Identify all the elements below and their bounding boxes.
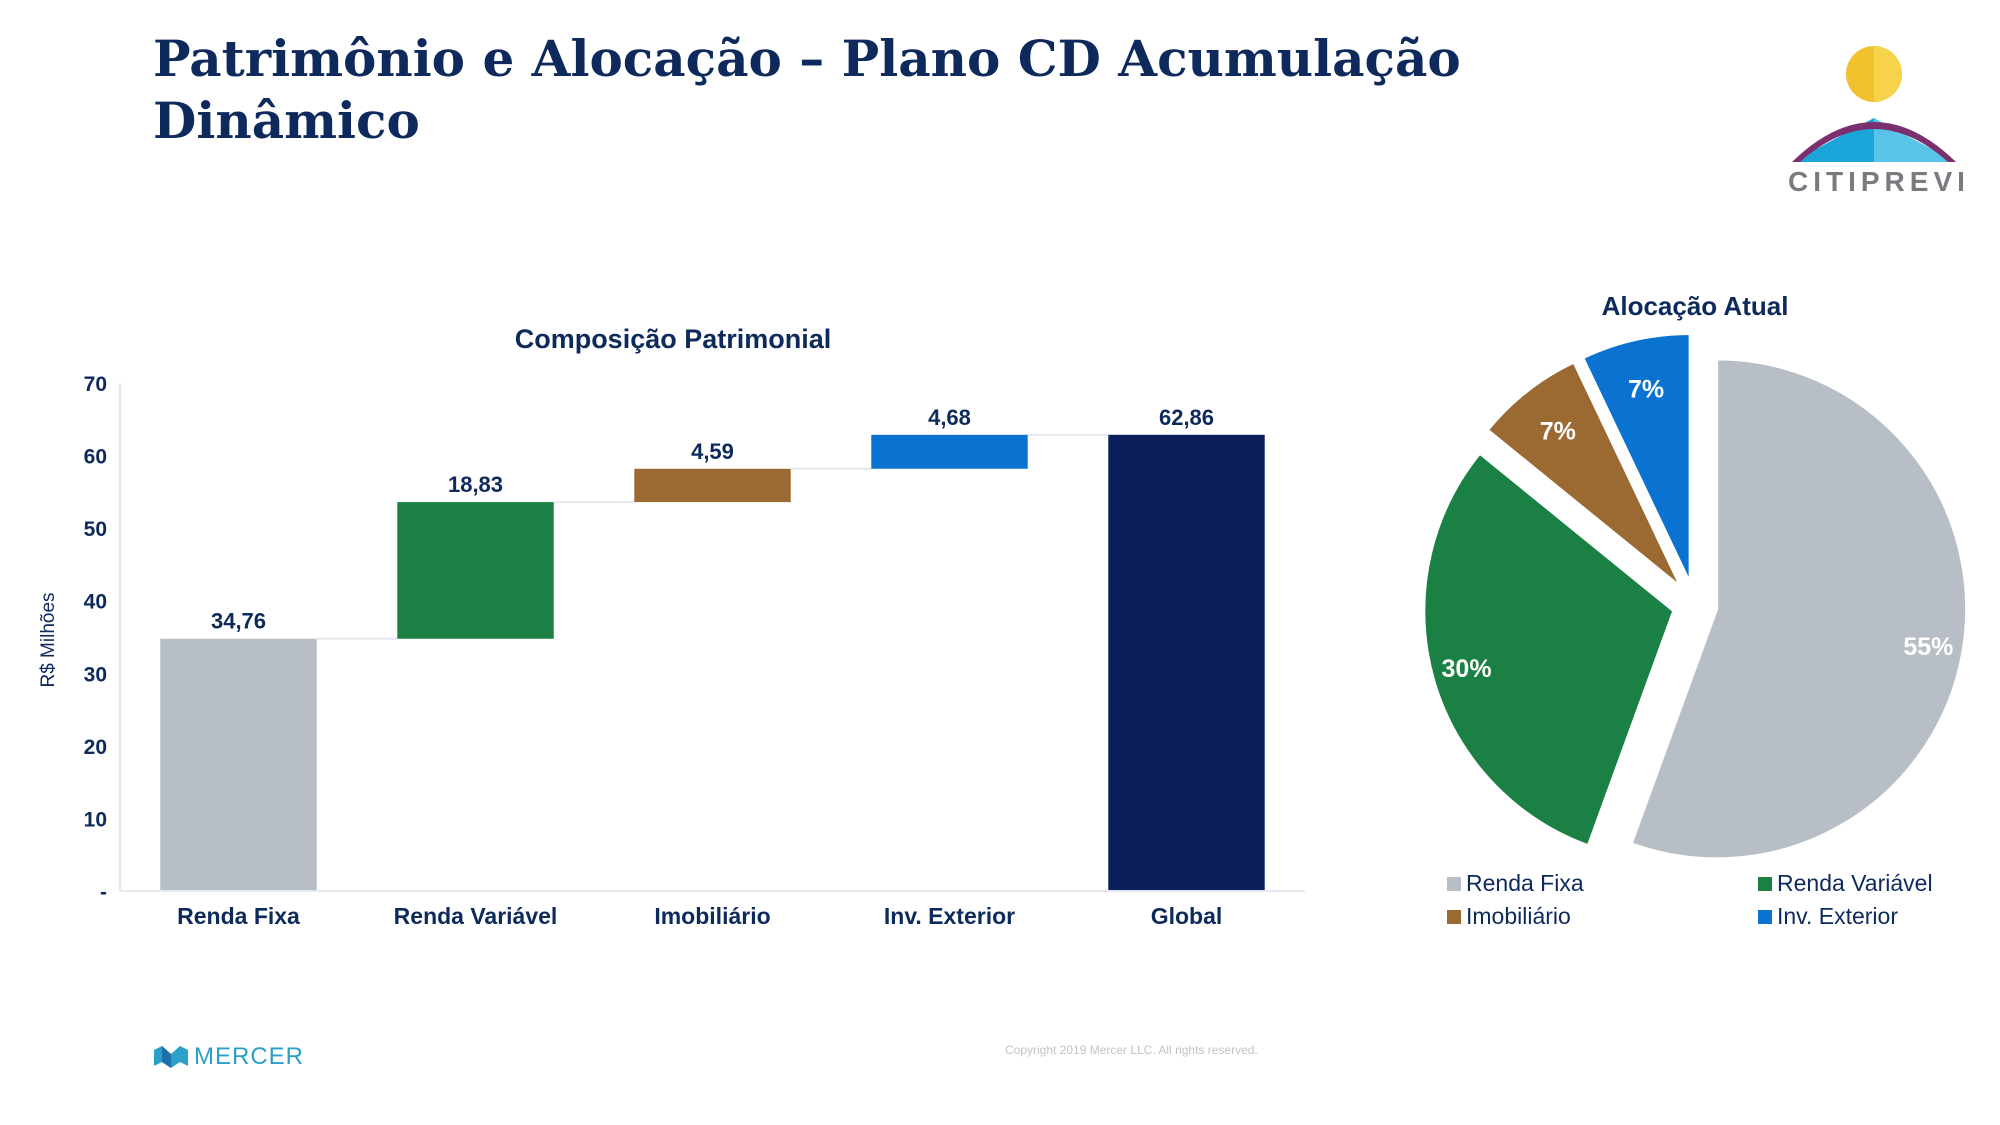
waterfall-data-label: 4,68 xyxy=(928,405,971,430)
waterfall-bar-imobiliario xyxy=(634,468,791,503)
waterfall-data-label: 4,59 xyxy=(691,439,734,464)
waterfall-y-tick-label: 60 xyxy=(84,446,107,469)
pie-slice-inv-exterior xyxy=(1580,332,1692,585)
waterfall-y-tick-label: 30 xyxy=(84,663,107,686)
waterfall-y-ticks: - 10 20 30 40 50 60 70 xyxy=(84,373,107,904)
waterfall-bar-inv-exterior xyxy=(871,434,1028,469)
waterfall-x-tick-label: Inv. Exterior xyxy=(884,903,1015,929)
pie-legend: Renda Fixa Renda Variável Imobiliário Inv. … xyxy=(1447,870,1933,929)
mercer-logo-mark xyxy=(154,1046,188,1068)
pie-value-label: 7% xyxy=(1540,417,1576,445)
waterfall-y-tick-label: 20 xyxy=(84,736,107,759)
waterfall-bar-renda-variavel xyxy=(397,502,554,639)
waterfall-y-tick-label: 40 xyxy=(84,591,107,614)
waterfall-x-tick-label: Renda Fixa xyxy=(177,903,300,929)
waterfall-y-tick-label: 70 xyxy=(84,373,107,396)
pie-legend-label: Renda Variável xyxy=(1777,870,1933,896)
waterfall-x-ticks: Renda Fixa Renda Variável Imobiliário Inv. … xyxy=(177,903,1222,929)
waterfall-data-label: 18,83 xyxy=(448,472,503,497)
waterfall-x-tick-label: Global xyxy=(1151,903,1223,929)
pie-value-label: 30% xyxy=(1442,655,1492,683)
slide-title: Patrimônio e Alocação – Plano CD Acumula… xyxy=(153,28,1461,152)
pie-slices xyxy=(1422,332,1969,861)
citiprevi-logo: CITIPREVI xyxy=(1788,40,1970,200)
pie-title: Alocação Atual xyxy=(1602,291,1789,321)
pie-legend-swatch xyxy=(1758,877,1772,891)
pie-legend-swatch xyxy=(1447,877,1461,891)
waterfall-bar-renda-fixa xyxy=(160,638,317,891)
waterfall-x-tick-label: Imobiliário xyxy=(654,903,770,929)
waterfall-bar-global xyxy=(1108,434,1265,891)
pie-legend-swatch xyxy=(1447,910,1461,924)
pie-legend-label: Imobiliário xyxy=(1466,903,1571,929)
waterfall-x-tick-label: Renda Variável xyxy=(394,903,558,929)
waterfall-data-label: 34,76 xyxy=(211,609,266,634)
slide-title-line-2: Dinâmico xyxy=(153,91,420,150)
waterfall-y-axis-label: R$ Milhões xyxy=(38,592,59,687)
waterfall-y-tick-label: 10 xyxy=(84,808,107,831)
waterfall-y-tick-label: 50 xyxy=(84,518,107,541)
composicao-patrimonial-chart: Composição Patrimonial R$ Milhões - 10 20 3… xyxy=(38,324,1305,929)
pie-legend-label: Inv. Exterior xyxy=(1777,903,1898,929)
pie-legend-label: Renda Fixa xyxy=(1466,870,1584,896)
pie-legend-swatch xyxy=(1758,910,1772,924)
pie-slice-renda-variavel xyxy=(1422,451,1676,848)
waterfall-connectors xyxy=(316,433,1109,640)
waterfall-data-labels: 34,76 18,83 4,59 4,68 62,86 xyxy=(211,405,1214,634)
pie-slice-imobiliario xyxy=(1485,359,1683,589)
waterfall-title: Composição Patrimonial xyxy=(515,324,832,354)
pie-value-label: 55% xyxy=(1903,633,1953,661)
mercer-logo-text: MERCER xyxy=(194,1043,305,1070)
pie-value-label: 7% xyxy=(1628,375,1664,403)
slide-title-line-1: Patrimônio e Alocação – Plano CD Acumula… xyxy=(153,29,1461,88)
waterfall-y-tick-label: - xyxy=(100,881,107,904)
pie-value-labels: 55% 30% 7% 7% xyxy=(1442,375,1954,683)
waterfall-bars xyxy=(160,434,1265,891)
alocacao-atual-chart: Alocação Atual 55%30%7%7% Renda Fixa Rend… xyxy=(1422,291,1969,929)
pie-slice-renda-fixa xyxy=(1629,357,1969,861)
copyright-notice: Copyright 2019 Mercer LLC. All rights re… xyxy=(1005,1043,1258,1057)
mercer-logo: MERCER xyxy=(152,1040,312,1070)
citiprevi-logo-text: CITIPREVI xyxy=(1788,166,1970,197)
citiprevi-logo-mark xyxy=(1792,46,1956,162)
waterfall-data-label: 62,86 xyxy=(1159,405,1214,430)
